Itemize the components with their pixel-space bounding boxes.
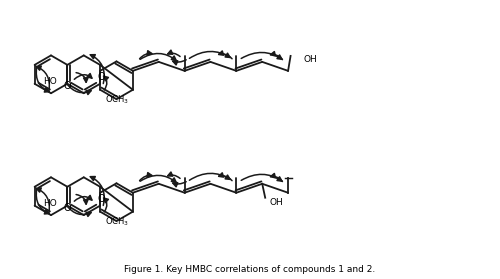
Text: HO: HO: [42, 77, 56, 86]
Text: O: O: [98, 194, 105, 204]
Text: HO: HO: [42, 199, 56, 208]
Text: OCH$_3$: OCH$_3$: [105, 215, 129, 228]
Text: O: O: [98, 72, 105, 82]
Text: O: O: [64, 203, 71, 213]
Text: OCH$_3$: OCH$_3$: [105, 93, 129, 106]
Text: Figure 1. Key HMBC correlations of compounds 1 and 2.: Figure 1. Key HMBC correlations of compo…: [124, 265, 376, 274]
Text: OH: OH: [303, 56, 317, 64]
Text: O: O: [64, 81, 71, 91]
Text: OH: OH: [270, 198, 283, 207]
